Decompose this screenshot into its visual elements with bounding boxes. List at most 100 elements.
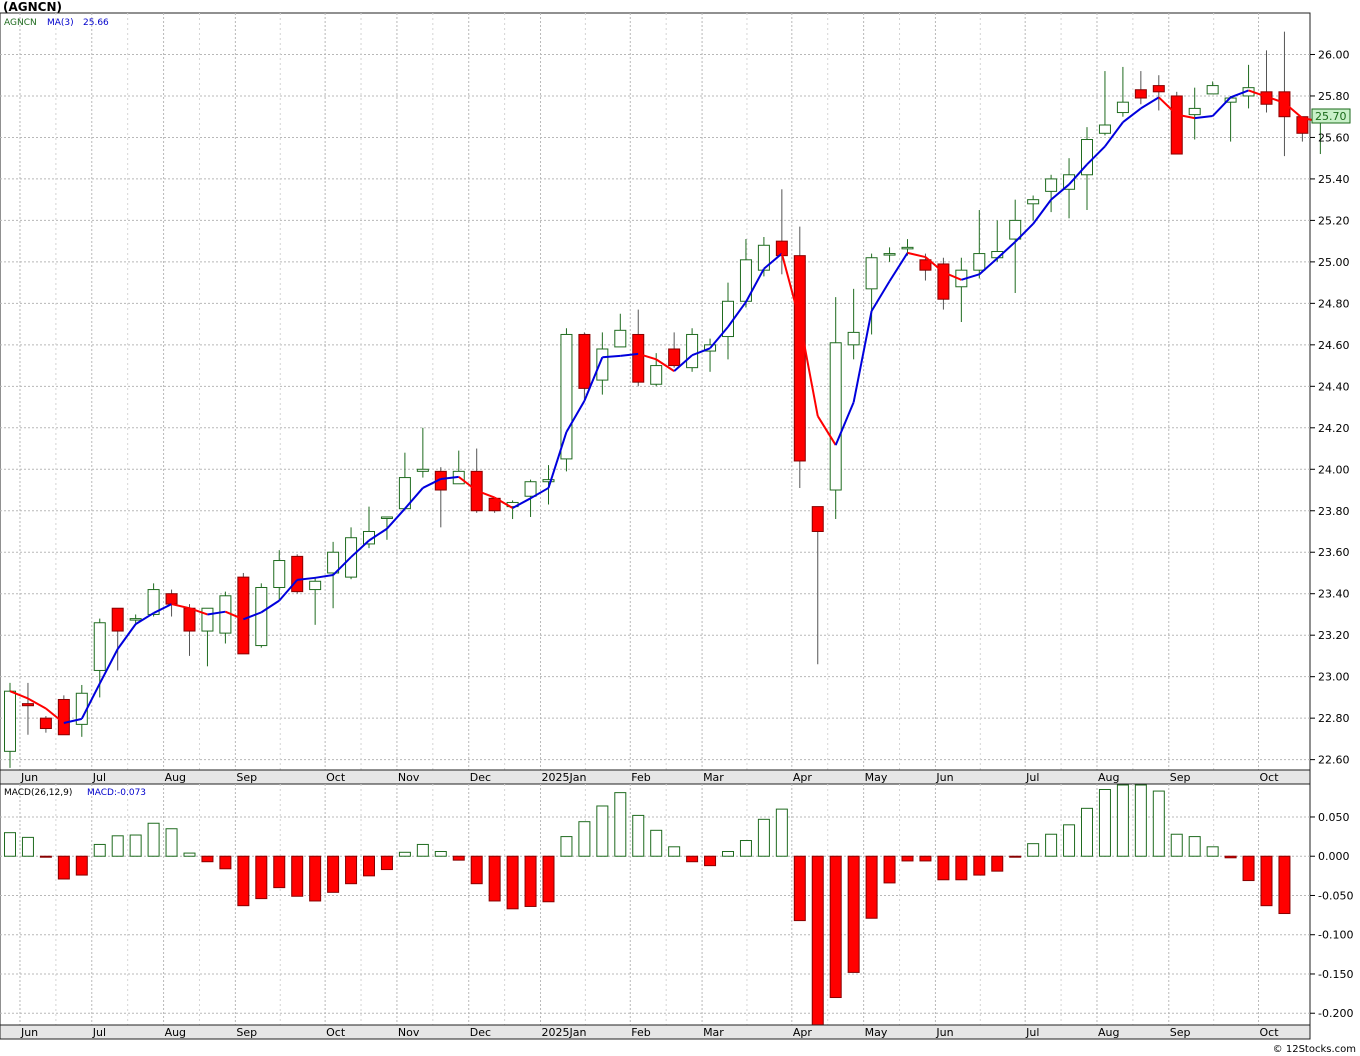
- macd-bar-positive: [1081, 807, 1093, 857]
- macd-x-label: Oct: [326, 1026, 346, 1039]
- candle: [273, 550, 286, 600]
- ma-segment: [260, 599, 280, 614]
- macd-bar-positive: [21, 836, 34, 857]
- macd-bar-negative: [919, 855, 932, 862]
- candle-body-down: [632, 333, 645, 383]
- macd-bar-negative: [1242, 855, 1255, 882]
- ma-segment: [1211, 96, 1232, 117]
- candle-body-up: [524, 481, 537, 497]
- candle-body-down: [1278, 91, 1291, 118]
- candle-body-up: [901, 246, 914, 250]
- price-y-tick-label: 24.40: [1318, 380, 1350, 393]
- ma-segment: [332, 556, 352, 576]
- candle-body-up: [542, 479, 555, 483]
- ma-segment: [314, 574, 334, 579]
- candle-body-up: [614, 329, 627, 348]
- candle-body-down: [1134, 89, 1147, 99]
- ma-segment: [189, 607, 208, 616]
- candle-body-up: [686, 333, 699, 369]
- macd-x-label: 2025Jan: [542, 1026, 587, 1039]
- ma-segment: [763, 252, 783, 270]
- candle-body-up: [129, 618, 142, 621]
- ma-segment: [1050, 183, 1070, 201]
- macd-bar-positive: [111, 835, 124, 857]
- price-x-label: 2025Jan: [542, 771, 587, 784]
- macd-bar-positive: [1116, 784, 1129, 857]
- price-x-axis: Jun Jul Aug Sep Oct Nov Dec 2025Jan Feb Mar Apr May…: [20, 771, 1279, 784]
- macd-bar-positive: [614, 792, 627, 857]
- macd-bar-positive: [1206, 846, 1219, 857]
- macd-x-label: Aug: [165, 1026, 186, 1039]
- price-x-label: Oct: [1260, 771, 1280, 784]
- candle-body-down: [811, 506, 824, 532]
- candle: [793, 226, 806, 488]
- candle-body-down: [1152, 85, 1165, 93]
- legend-ma-value: 25.66: [83, 18, 109, 28]
- last-price-value: 25.70: [1315, 110, 1347, 123]
- candle-body-up: [973, 253, 986, 271]
- macd-bar-negative: [255, 855, 268, 900]
- ma-segment: [852, 310, 873, 403]
- ma-segment: [924, 256, 945, 274]
- macd-y-tick-label: 0.050: [1318, 811, 1350, 824]
- macd-x-label: Jun: [935, 1026, 953, 1039]
- candle-body-down: [1170, 95, 1183, 155]
- macd-y-tick-label: -0.050: [1318, 889, 1353, 902]
- ma-segment: [116, 623, 137, 650]
- macd-bar-negative: [847, 855, 860, 973]
- last-price-tag: 25.70: [1311, 108, 1351, 124]
- candle: [847, 288, 860, 360]
- candle-body-up: [1116, 101, 1129, 114]
- price-y-tick-label: 24.80: [1318, 297, 1350, 310]
- macd-bar-negative: [829, 855, 842, 999]
- macd-bar-negative: [237, 855, 250, 907]
- ma-segment: [1194, 115, 1213, 120]
- macd-bar-negative: [991, 855, 1004, 872]
- candle-body-up: [273, 560, 286, 588]
- ma-segment: [655, 358, 675, 372]
- candle-body-down: [111, 607, 124, 632]
- candle: [829, 297, 842, 520]
- macd-x-label: Nov: [398, 1026, 420, 1039]
- candle: [1134, 71, 1147, 105]
- candle: [1188, 87, 1201, 140]
- ma-segment: [620, 352, 639, 357]
- ma-segment: [798, 320, 819, 417]
- macd-bar-negative: [470, 855, 483, 885]
- candle: [596, 332, 609, 395]
- candle-body-down: [57, 698, 70, 736]
- macd-x-label: Feb: [631, 1026, 650, 1039]
- price-y-tick-label: 26.00: [1318, 48, 1350, 61]
- price-y-tick-label: 23.20: [1318, 629, 1350, 642]
- price-y-tick-label: 23.40: [1318, 588, 1350, 601]
- macd-bar-positive: [416, 843, 429, 857]
- macd-bar-negative: [273, 855, 286, 889]
- macd-bar-positive: [1188, 836, 1201, 857]
- candle: [1206, 81, 1219, 95]
- macd-x-axis: Jun Jul Aug Sep Oct Nov Dec 2025Jan Feb Mar Apr May…: [20, 1026, 1279, 1039]
- candle: [1081, 127, 1093, 211]
- macd-bar-positive: [1063, 824, 1076, 857]
- candle: [1278, 31, 1291, 157]
- ma-segment: [583, 356, 604, 402]
- macd-bar-negative: [865, 855, 878, 919]
- price-x-label: Jun: [935, 771, 953, 784]
- candle: [1296, 116, 1309, 142]
- ma-segment: [1068, 163, 1088, 186]
- macd-bar-negative: [901, 855, 914, 862]
- macd-bar-positive: [632, 814, 645, 857]
- macd-x-label: Jul: [1025, 1026, 1039, 1039]
- candle-body-down: [668, 348, 681, 367]
- ma-segment: [368, 527, 388, 542]
- ma-segment: [278, 579, 298, 602]
- macd-bar-positive: [183, 852, 196, 857]
- ma-segment: [207, 610, 226, 616]
- ma-segment: [9, 690, 29, 700]
- candle-body-up: [883, 253, 896, 256]
- candle: [1027, 195, 1040, 221]
- macd-bar-positive: [1170, 833, 1183, 857]
- macd-bar-negative: [291, 855, 304, 897]
- macd-bar-positive: [1134, 784, 1147, 857]
- ma-segment: [1086, 145, 1106, 166]
- ma-segment: [673, 354, 693, 372]
